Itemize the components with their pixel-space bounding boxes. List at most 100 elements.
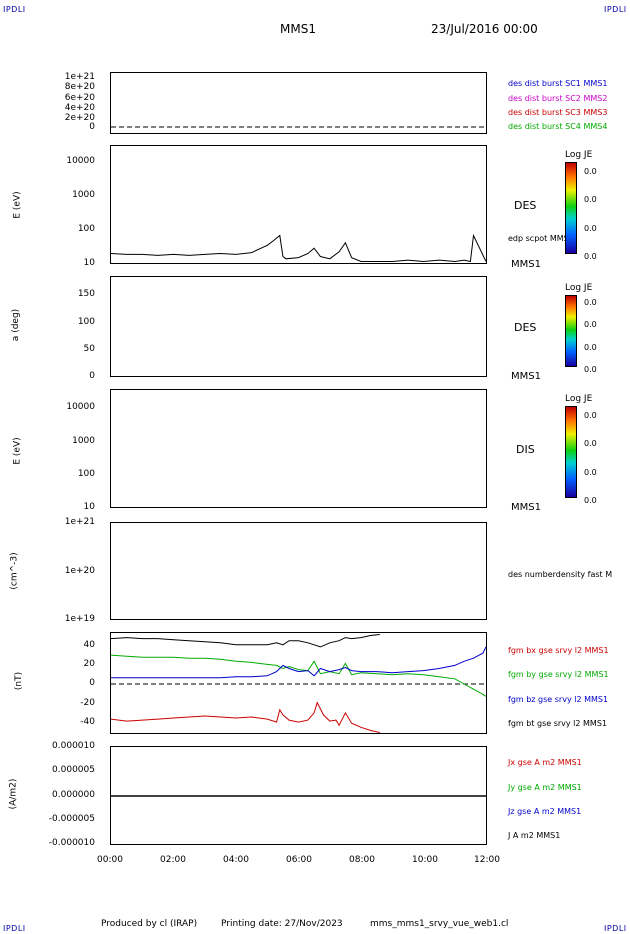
p2-sc-label: MMS1 [511,259,541,270]
p1-ytick-0: 1e+21 [64,72,95,82]
corner-label-br: IPDLI [604,924,627,933]
series-line-by [111,654,486,697]
p4-cbar-tick-3: 0.0 [584,496,597,505]
p3-cbar-tick-1: 0.0 [584,320,597,329]
p6-legend-0: fgm bx gse srvy l2 MMS1 [508,646,609,655]
p7-ylabel: (A/m2) [8,778,19,810]
p2-ytick-3: 10 [83,258,95,268]
p6-ytick-3: -20 [80,698,95,708]
p1-ytick-5: 0 [89,122,95,132]
p6-legend-1: fgm by gse srvy l2 MMS1 [508,670,609,679]
p2-ytick-1: 1000 [72,190,95,200]
p4-cbar-tick-0: 0.0 [584,411,597,420]
p4-sc-label: MMS1 [511,502,541,513]
p7-ytick-4: -0.000010 [48,838,95,848]
p4-ytick-2: 100 [77,469,95,479]
p3-ytick-3: 0 [89,371,95,381]
panel-magnetic-field [110,632,487,734]
panel-des-energy [110,145,487,264]
series-line-bx [111,701,380,733]
x-tick-5: 10:00 [412,855,438,865]
p7-legend-1: Jy gse A m2 MMS1 [508,783,582,792]
p5-ylabel: (cm^-3) [9,552,20,590]
p1-ytick-2: 6e+20 [64,93,95,103]
plot-date: 23/Jul/2016 00:00 [431,22,538,36]
x-tick-1: 02:00 [160,855,186,865]
p2-ytick-2: 100 [77,224,95,234]
p2-scpot-legend: edp scpot MMS1 [508,234,574,243]
p4-colorbar-title: Log JE [565,394,593,404]
p2-instrument-label: DES [514,199,537,212]
p2-cbar-tick-1: 0.0 [584,195,597,204]
p3-ytick-2: 50 [83,344,95,354]
p1-ytick-4: 2e+20 [64,113,95,123]
p4-ytick-1: 1000 [72,436,95,446]
p3-cbar-tick-0: 0.0 [584,298,597,307]
panel7-svg [111,795,486,797]
p1-ytick-3: 4e+20 [64,103,95,113]
panel-des-pitch [110,276,487,377]
p3-sc-label: MMS1 [511,371,541,382]
panel-dist-burst [110,72,487,134]
p7-legend-2: Jz gse A m2 MMS1 [508,807,582,816]
p7-legend-0: Jx gse A m2 MMS1 [508,758,582,767]
panel-current-density [110,746,487,845]
p6-ytick-2: 0 [89,678,95,688]
x-tick-6: 12:00 [474,855,500,865]
p7-ytick-0: 0.000010 [52,741,95,751]
p2-cbar-tick-3: 0.0 [584,252,597,261]
panel2-svg [111,233,486,263]
p6-ylabel: (nT) [14,671,25,691]
p3-ytick-0: 150 [77,289,95,299]
p3-cbar-tick-2: 0.0 [584,343,597,352]
p6-legend-2: fgm bz gse srvy l2 MMS1 [508,695,609,704]
p4-ytick-0: 10000 [66,402,95,412]
p2-colorbar [565,162,577,254]
p4-ylabel: E (eV) [12,437,23,465]
p7-legend-3: J A m2 MMS1 [508,831,561,840]
footer-filename: mms_mms1_srvy_vue_web1.cl [370,919,509,929]
p1-legend-3: des dist burst SC4 MMS4 [508,122,608,131]
p4-instrument-label: DIS [516,443,535,456]
series-line-scpot [111,233,486,263]
p6-legend-3: fgm bt gse srvy l2 MMS1 [508,719,607,728]
p3-instrument-label: DES [514,321,537,334]
series-line-bt [111,634,380,648]
p6-ytick-1: 20 [83,659,95,669]
p2-ytick-0: 10000 [66,156,95,166]
x-tick-2: 04:00 [223,855,249,865]
panel-density [110,522,487,620]
panel6-svg [111,634,486,733]
panel1-svg [111,126,486,128]
p4-cbar-tick-1: 0.0 [584,439,597,448]
p3-ytick-1: 100 [77,317,95,327]
p1-legend-2: des dist burst SC3 MMS3 [508,108,608,117]
x-tick-0: 00:00 [97,855,123,865]
p7-ytick-2: 0.000000 [52,790,95,800]
series-line-bz [111,646,486,679]
p5-ytick-1: 1e+20 [64,566,95,576]
p4-cbar-tick-2: 0.0 [584,468,597,477]
p7-ytick-3: -0.000005 [48,814,95,824]
p2-cbar-tick-0: 0.0 [584,167,597,176]
p2-ylabel: E (eV) [12,191,23,219]
p6-ytick-0: 40 [83,640,95,650]
p5-ytick-2: 1e+19 [64,614,95,624]
x-tick-4: 08:00 [349,855,375,865]
p4-ytick-3: 10 [83,502,95,512]
p3-colorbar [565,295,577,367]
p5-ytick-0: 1e+21 [64,517,95,527]
x-tick-3: 06:00 [286,855,312,865]
p5-legend-0: des numberdensity fast M [508,570,613,579]
p2-cbar-tick-2: 0.0 [584,224,597,233]
corner-label-bl: IPDLI [3,924,26,933]
corner-label-tl: IPDLI [3,5,26,14]
p2-colorbar-title: Log JE [565,150,593,160]
footer-printing-date: Printing date: 27/Nov/2023 [221,919,343,929]
p3-cbar-tick-3: 0.0 [584,365,597,374]
p3-ylabel: a (deg) [11,308,22,342]
plot-title: MMS1 [280,22,316,36]
panel-dis-energy [110,389,487,508]
p4-colorbar [565,406,577,498]
footer-produced: Produced by cl (IRAP) [101,919,198,929]
